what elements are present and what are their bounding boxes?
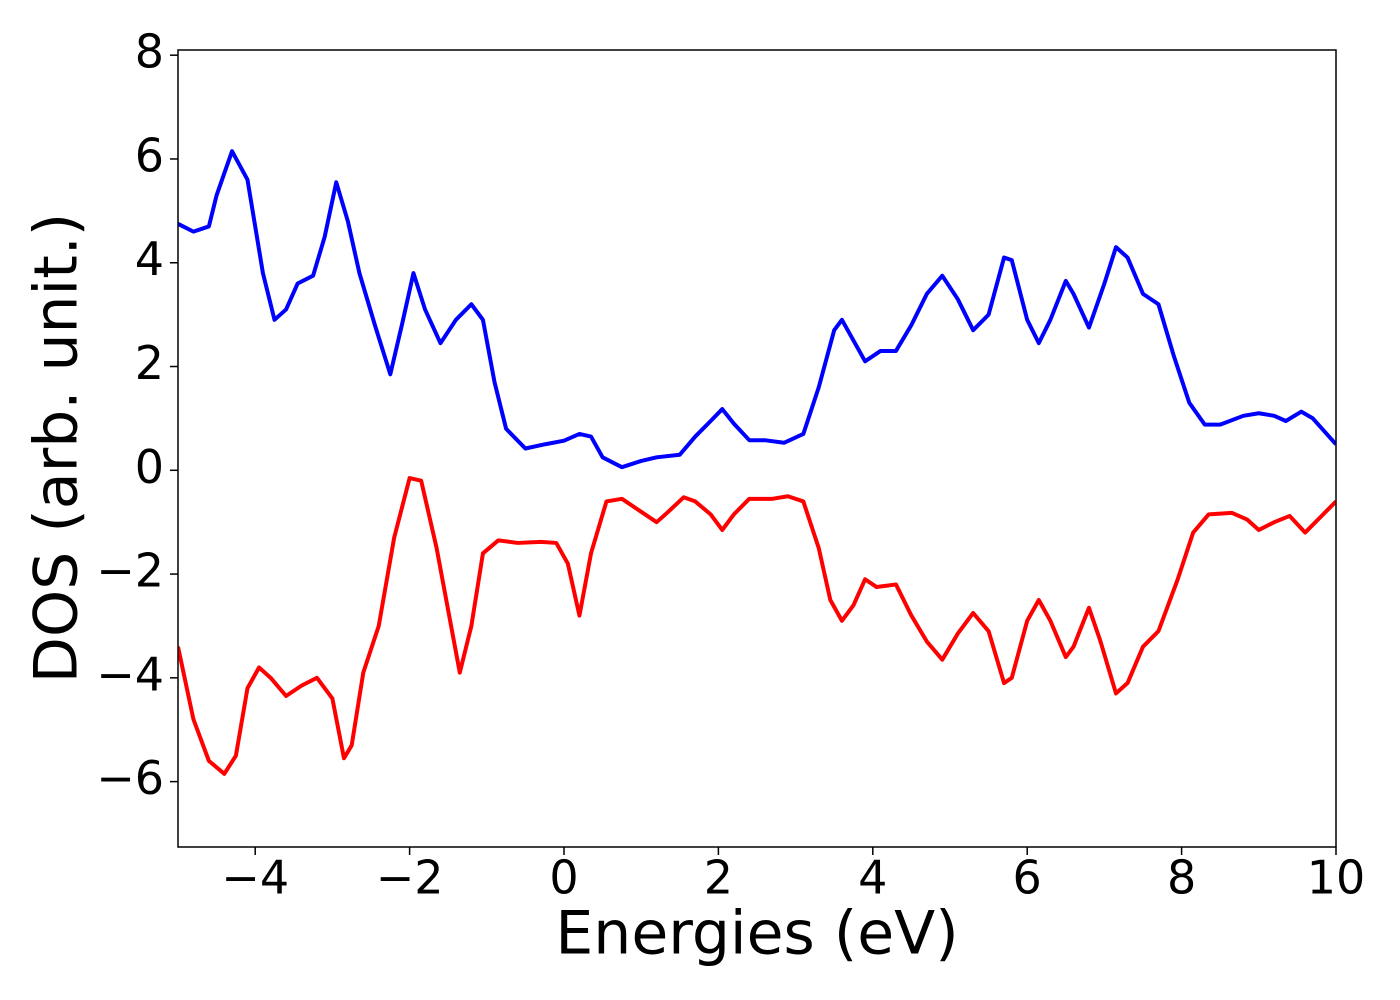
y-tick-label: 2 bbox=[135, 336, 164, 390]
x-tick-label: 10 bbox=[1307, 851, 1366, 905]
dos-line bbox=[178, 476, 1336, 776]
y-tick-label: 6 bbox=[135, 128, 164, 182]
x-tick-label: −4 bbox=[221, 851, 289, 905]
y-tick-label: 0 bbox=[135, 440, 164, 494]
y-tick-label: 4 bbox=[135, 232, 164, 286]
x-axis-label: Energies (eV) bbox=[555, 899, 958, 969]
x-tick-label: 2 bbox=[704, 851, 733, 905]
y-tick-label: −6 bbox=[96, 751, 164, 805]
y-tick-label: 8 bbox=[135, 25, 164, 79]
x-tick-label: 6 bbox=[1013, 851, 1042, 905]
plot-frame bbox=[177, 49, 1337, 848]
dos-line bbox=[178, 149, 1336, 470]
x-tick-label: −2 bbox=[376, 851, 444, 905]
x-tick-label: 4 bbox=[858, 851, 887, 905]
x-tick-label: 8 bbox=[1167, 851, 1196, 905]
y-axis-label: DOS (arb. unit.) bbox=[22, 213, 92, 683]
y-tick-label: −4 bbox=[96, 647, 164, 701]
x-tick-label: 0 bbox=[549, 851, 578, 905]
y-tick-label: −2 bbox=[96, 544, 164, 598]
